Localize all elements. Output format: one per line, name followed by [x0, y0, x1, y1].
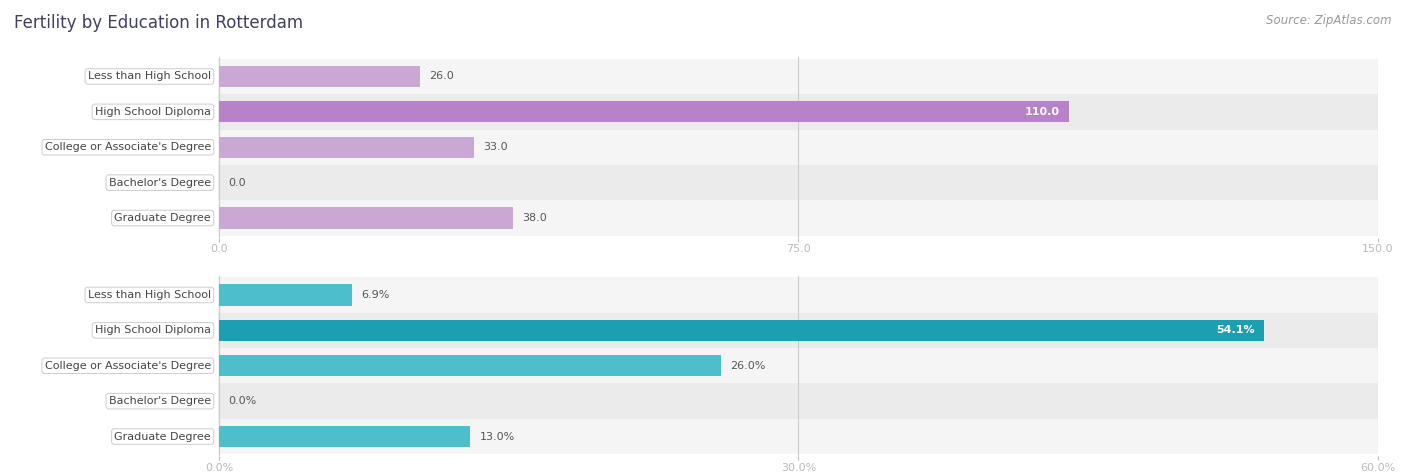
Bar: [218, 419, 1378, 454]
Text: Bachelor's Degree: Bachelor's Degree: [108, 178, 211, 188]
Text: 110.0: 110.0: [1025, 107, 1060, 117]
Text: 6.9%: 6.9%: [361, 290, 389, 300]
Bar: [218, 165, 1378, 200]
Bar: [218, 94, 1378, 130]
Text: Fertility by Education in Rotterdam: Fertility by Education in Rotterdam: [14, 14, 304, 32]
Text: High School Diploma: High School Diploma: [96, 107, 211, 117]
Bar: [218, 59, 1378, 94]
Bar: [219, 101, 1069, 123]
Text: 26.0%: 26.0%: [731, 361, 766, 371]
Text: Source: ZipAtlas.com: Source: ZipAtlas.com: [1267, 14, 1392, 27]
Text: 26.0: 26.0: [429, 71, 454, 82]
Text: Graduate Degree: Graduate Degree: [114, 431, 211, 442]
Bar: [218, 348, 1378, 383]
Text: 38.0: 38.0: [522, 213, 547, 223]
Bar: [219, 355, 721, 376]
Text: Less than High School: Less than High School: [87, 71, 211, 82]
Text: College or Associate's Degree: College or Associate's Degree: [45, 142, 211, 152]
Bar: [218, 200, 1378, 236]
Bar: [218, 277, 1378, 313]
Text: Less than High School: Less than High School: [87, 290, 211, 300]
Bar: [218, 313, 1378, 348]
Bar: [219, 426, 470, 447]
Bar: [219, 285, 353, 305]
Bar: [219, 137, 474, 158]
Text: 0.0%: 0.0%: [228, 396, 257, 406]
Text: High School Diploma: High School Diploma: [96, 325, 211, 335]
Text: College or Associate's Degree: College or Associate's Degree: [45, 361, 211, 371]
Bar: [219, 320, 1264, 341]
Text: 54.1%: 54.1%: [1216, 325, 1254, 335]
Bar: [219, 208, 513, 228]
Text: 33.0: 33.0: [484, 142, 508, 152]
Text: Bachelor's Degree: Bachelor's Degree: [108, 396, 211, 406]
Text: 0.0: 0.0: [228, 178, 246, 188]
Bar: [219, 66, 420, 87]
Text: 13.0%: 13.0%: [479, 431, 515, 442]
Text: Graduate Degree: Graduate Degree: [114, 213, 211, 223]
Bar: [218, 383, 1378, 419]
Bar: [218, 130, 1378, 165]
